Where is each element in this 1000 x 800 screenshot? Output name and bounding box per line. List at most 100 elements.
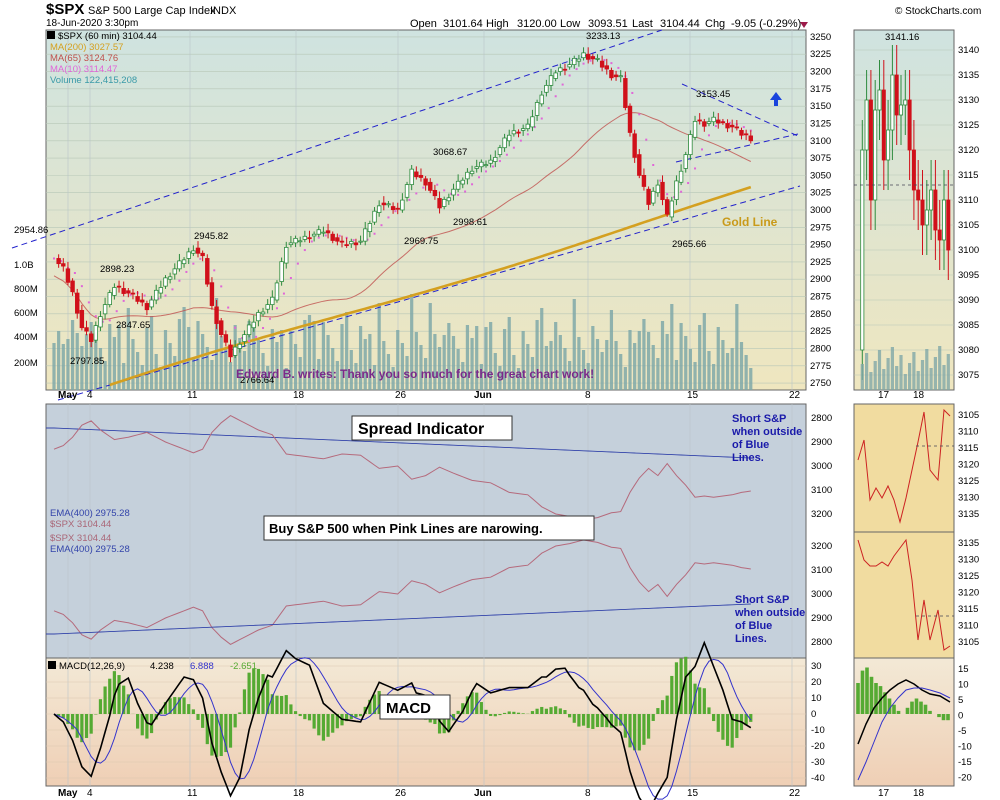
candle-body	[93, 325, 99, 341]
low-value: 3093.51	[588, 18, 628, 30]
volume-bar	[540, 308, 544, 390]
candle-body	[469, 170, 475, 175]
macd-hist-bar	[70, 714, 75, 730]
volume-bar	[581, 350, 586, 390]
ma65-line	[53, 112, 752, 320]
ma10-dot	[199, 257, 202, 260]
daily-macd-hist	[928, 710, 932, 714]
price-label: 2945.82	[194, 231, 228, 242]
daily-volume-bar	[903, 374, 907, 390]
volume-bar	[340, 324, 344, 390]
daily-candle-body	[920, 199, 925, 226]
daily-volume-bar	[908, 363, 912, 390]
daily-macd-tick-label: -10	[958, 742, 972, 753]
ma10-dot	[652, 164, 655, 166]
candle-body	[683, 154, 688, 169]
candle-body	[725, 123, 730, 129]
daily-candle-body	[894, 74, 899, 116]
daily-tick-label: 3140	[958, 45, 979, 56]
volume-bar	[493, 353, 497, 390]
volume-bar	[372, 365, 377, 390]
candle-body	[465, 171, 470, 180]
daily-spread-bottom-line	[857, 538, 951, 651]
macd-hist-bar	[521, 713, 525, 714]
macd-tick-label: -40	[811, 773, 825, 784]
x-tick-label: Jun	[474, 390, 492, 401]
volume-bar	[66, 339, 70, 390]
x-tick-label: 22	[789, 788, 801, 799]
macd-hist-bar	[577, 714, 581, 727]
ma10-dot	[352, 239, 355, 242]
volume-bar	[507, 317, 511, 390]
volume-bar	[275, 342, 279, 390]
macd-tick-label: 10	[811, 693, 822, 704]
daily-candle-body	[907, 99, 912, 151]
legend-volume: Volume 122,415,208	[50, 75, 137, 86]
macd-hist-bar	[646, 714, 651, 739]
volume-bar	[744, 355, 748, 390]
ma200-line	[109, 185, 752, 387]
macd-hist-bar	[674, 662, 679, 714]
candle-body	[613, 74, 619, 78]
ma10-dot	[87, 301, 90, 304]
candle-body	[163, 277, 168, 287]
volume-bar	[108, 324, 112, 390]
candle-body	[135, 296, 140, 302]
daily-candle-body	[881, 89, 886, 161]
macd-hist-bar	[609, 714, 614, 728]
ma10-dot	[59, 260, 62, 263]
candle-body	[655, 184, 661, 194]
daily-volume-bar	[912, 352, 916, 390]
macd-hist-bar	[544, 708, 548, 714]
candle-body	[158, 287, 164, 294]
candle-body	[618, 75, 623, 78]
x-tick-label: 15	[687, 390, 699, 401]
ma10-dot	[234, 326, 237, 329]
volume-bar	[317, 359, 321, 390]
candle-body	[144, 303, 150, 311]
ma10-dot	[659, 179, 662, 182]
volume-bar	[126, 308, 130, 390]
candle-body	[260, 311, 266, 315]
daily-macd-hist	[892, 704, 896, 714]
x-tick-label: 15	[687, 788, 699, 799]
candle-body	[739, 129, 744, 136]
candle-body	[186, 251, 191, 259]
candle-body	[567, 64, 572, 68]
price-label: 2954.86	[14, 225, 48, 236]
daily-macd-hist	[914, 698, 919, 714]
price-label: 2898.23	[100, 264, 134, 275]
ma10-dot	[673, 196, 676, 199]
macd-hist-bar	[688, 670, 692, 714]
macd-hist-bar	[108, 678, 112, 714]
macd-hist-bar	[558, 708, 562, 714]
low-label: Low	[560, 18, 580, 30]
menu-arrow-icon[interactable]	[800, 22, 808, 28]
ma10-dot	[582, 62, 585, 65]
volume-bar	[103, 361, 107, 390]
price-label: 3068.67	[433, 147, 467, 158]
volume-bar	[247, 321, 251, 390]
daily-price-panel	[853, 29, 955, 391]
daily-tick-label: 3100	[958, 245, 979, 256]
legend-ma10: MA(10) 3114.47	[50, 64, 117, 75]
volume-bar	[163, 330, 168, 390]
macd-title: MACD	[386, 700, 431, 717]
ma10-dot	[485, 170, 487, 173]
candle-body	[743, 133, 749, 136]
candle-body	[270, 296, 275, 306]
candle-body	[172, 268, 177, 275]
ma10-dot	[631, 91, 634, 94]
macd-hist-bar	[600, 714, 604, 728]
price-tick-label: 3000	[810, 205, 831, 216]
ma10-dot	[728, 121, 731, 124]
macd-hist-bar	[233, 714, 237, 728]
trend-line	[57, 185, 801, 401]
trend-line	[675, 133, 799, 163]
ma10-dot	[366, 238, 369, 241]
macd-hist-bar	[238, 712, 242, 714]
candle-body	[660, 181, 665, 201]
candle-body	[228, 344, 233, 358]
macd-hist-bar	[581, 714, 586, 726]
volume-bar	[451, 336, 456, 390]
